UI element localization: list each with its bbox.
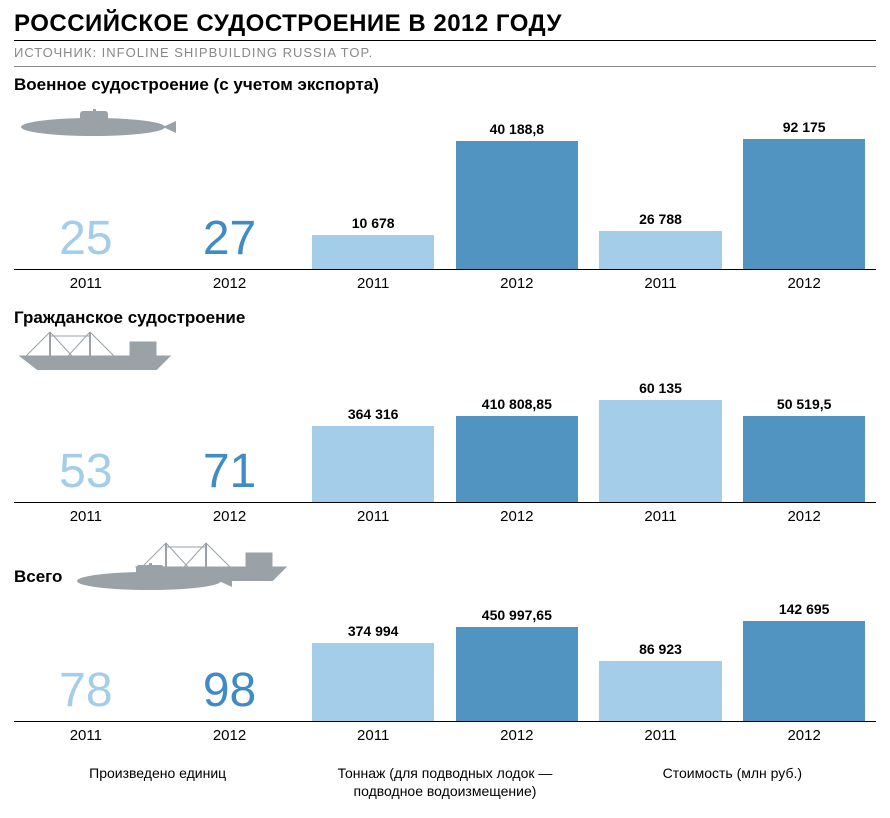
year-row: 20112012 20112012 20112012	[14, 502, 876, 533]
year-label: 2012	[732, 270, 876, 300]
cost-2011-bar	[599, 661, 721, 721]
year-label: 2011	[301, 270, 445, 300]
year-label: 2011	[14, 503, 158, 533]
tonnage-2012-bar	[456, 627, 578, 721]
year-label: 2012	[732, 722, 876, 752]
year-label: 2012	[445, 722, 589, 752]
tonnage-2012-label: 40 188,8	[490, 121, 545, 141]
cost-2012-bar	[743, 139, 865, 269]
tonnage-group: 374 994 450 997,65	[301, 607, 588, 721]
cost-group: 26 788 92 175	[589, 119, 876, 269]
cost-2012-bar	[743, 621, 865, 721]
cost-2011-label: 86 923	[639, 641, 682, 661]
year-label: 2011	[14, 270, 158, 300]
year-row: 20112012 20112012 20112012	[14, 269, 876, 300]
tonnage-2012-bar	[456, 416, 578, 502]
cost-2011-bar	[599, 400, 721, 502]
year-label: 2012	[445, 503, 589, 533]
units-2011: 25	[59, 215, 112, 269]
cost-2012-label: 50 519,5	[777, 396, 832, 416]
units-2011: 78	[59, 667, 112, 721]
units-group: 25 27	[14, 215, 301, 269]
section-2: Всего 78 98	[14, 533, 876, 752]
footer-cost: Стоимость (млн руб.)	[589, 764, 876, 800]
tonnage-group: 364 316 410 808,85	[301, 396, 588, 502]
year-label: 2011	[589, 270, 733, 300]
year-label: 2012	[158, 503, 302, 533]
section-title: Всего	[14, 567, 62, 591]
year-label: 2012	[158, 722, 302, 752]
tonnage-2012-label: 450 997,65	[482, 607, 552, 627]
units-group: 78 98	[14, 667, 301, 721]
tonnage-2012-bar	[456, 141, 578, 269]
tonnage-2011-label: 10 678	[352, 215, 395, 235]
tonnage-2011-bar	[312, 235, 434, 269]
cost-group: 86 923 142 695	[589, 601, 876, 721]
infographic: РОССИЙСКОЕ СУДОСТРОЕНИЕ В 2012 ГОДУ ИСТО…	[0, 0, 890, 810]
tonnage-2011-bar	[312, 426, 434, 502]
cost-2012-bar	[743, 416, 865, 502]
section-title: Гражданское судостроение	[14, 308, 876, 332]
cost-2012-label: 92 175	[783, 119, 826, 139]
units-2012: 71	[203, 448, 256, 502]
units-group: 53 71	[14, 448, 301, 502]
footer-units: Произведено единиц	[14, 764, 301, 800]
units-2012: 98	[203, 667, 256, 721]
footer-tonnage: Тоннаж (для подводных лодок — подводное …	[301, 764, 588, 800]
year-label: 2011	[14, 722, 158, 752]
units-2011: 53	[59, 448, 112, 502]
year-label: 2012	[158, 270, 302, 300]
year-label: 2011	[589, 722, 733, 752]
year-label: 2011	[589, 503, 733, 533]
year-label: 2012	[732, 503, 876, 533]
units-2012: 27	[203, 215, 256, 269]
year-label: 2011	[301, 722, 445, 752]
submarine-icon	[18, 109, 178, 137]
cargo-ship-icon	[18, 330, 178, 370]
section-1: Гражданское судостроение 53 71 364 316 4…	[14, 300, 876, 533]
year-label: 2011	[301, 503, 445, 533]
cost-2011-label: 26 788	[639, 211, 682, 231]
cost-2011-label: 60 135	[639, 380, 682, 400]
section-title: Военное судостроение (с учетом экспорта)	[14, 75, 876, 99]
tonnage-2011-label: 364 316	[348, 406, 399, 426]
section-0: Военное судостроение (с учетом экспорта)…	[14, 67, 876, 300]
cargo-ship-icon	[134, 541, 294, 581]
tonnage-2012-label: 410 808,85	[482, 396, 552, 416]
cost-2011-bar	[599, 231, 721, 269]
year-label: 2012	[445, 270, 589, 300]
main-title: РОССИЙСКОЕ СУДОСТРОЕНИЕ В 2012 ГОДУ	[14, 10, 876, 41]
tonnage-2011-bar	[312, 643, 434, 721]
footer-labels: Произведено единиц Тоннаж (для подводных…	[14, 752, 876, 800]
cost-2012-label: 142 695	[779, 601, 830, 621]
cost-group: 60 135 50 519,5	[589, 380, 876, 502]
source-line: ИСТОЧНИК: INFOLINE SHIPBUILDING RUSSIA T…	[14, 41, 876, 67]
tonnage-2011-label: 374 994	[348, 623, 399, 643]
tonnage-group: 10 678 40 188,8	[301, 121, 588, 269]
year-row: 20112012 20112012 20112012	[14, 721, 876, 752]
